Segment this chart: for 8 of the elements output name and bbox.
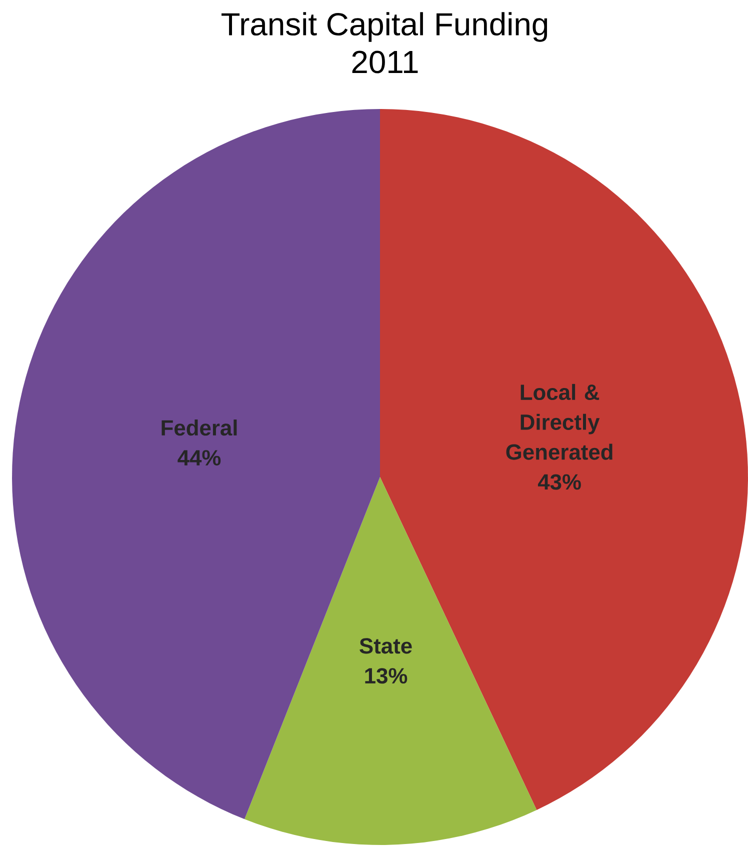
chart-subtitle: 2011 [352,50,418,74]
slice-label: Local & Directly Generated [506,384,612,460]
data-label: 13% [365,668,408,684]
slice-label: Federal [162,420,237,436]
slice-label: State [360,638,412,654]
data-label: 44% [178,450,221,466]
chart-title: Transit Capital Funding [222,12,548,42]
data-label: 43% [538,474,581,490]
